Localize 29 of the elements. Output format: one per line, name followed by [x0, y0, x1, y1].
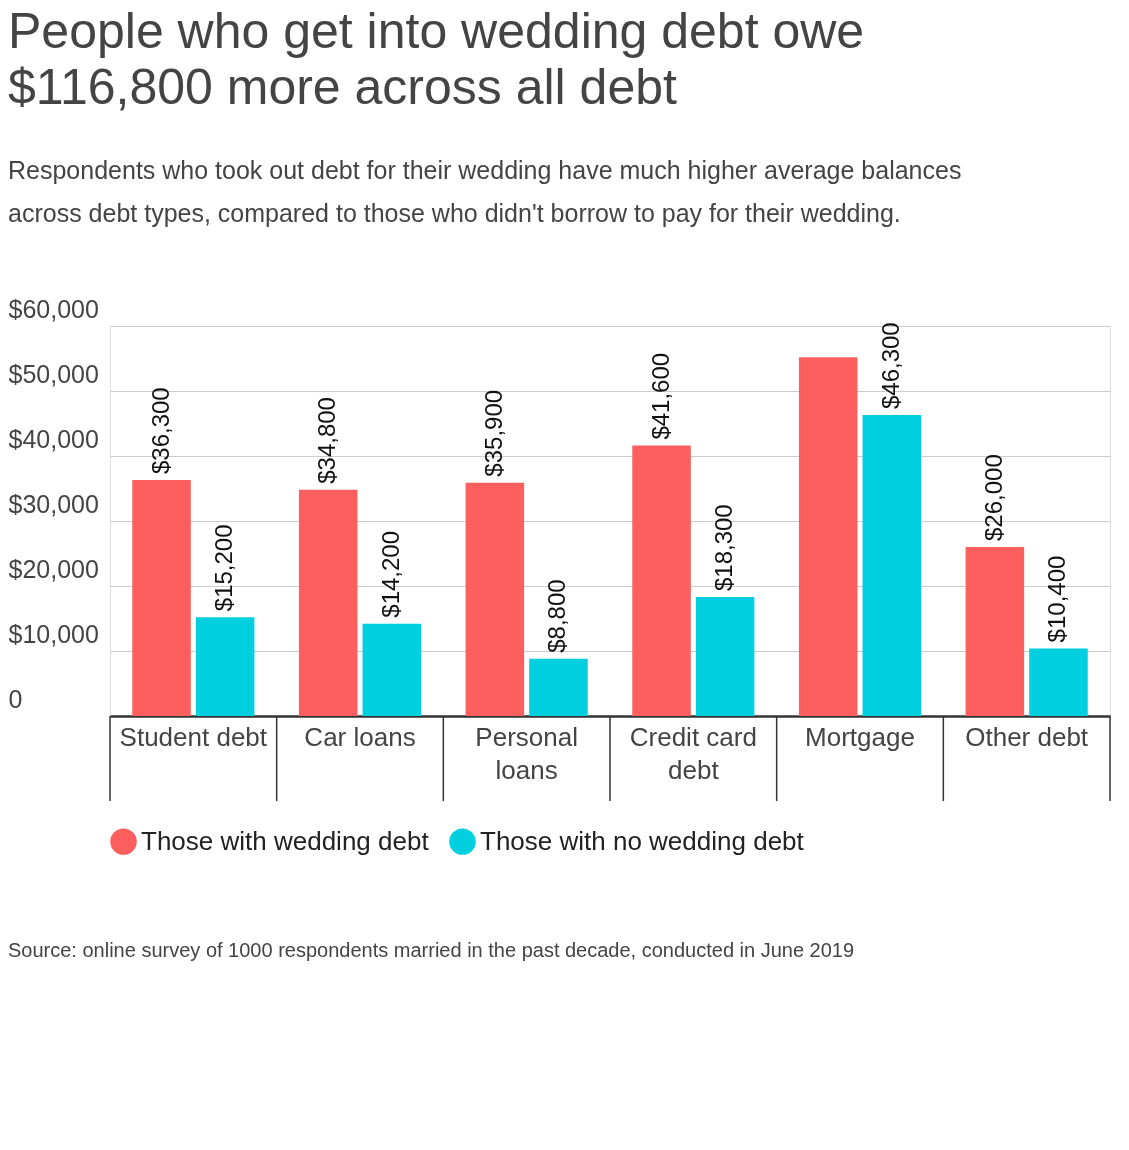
chart-title: People who get into wedding debt owe $116,800 more across all debt: [8, 3, 865, 115]
x-tick-label: Student debt: [119, 721, 268, 752]
data-label: $26,000: [979, 454, 1007, 541]
data-label: $36,300: [146, 387, 174, 475]
legend-label: Those with no wedding debt: [480, 825, 805, 856]
data-label: $41,600: [646, 352, 674, 440]
data-label: $14,200: [376, 530, 404, 618]
legend-label: Those with wedding debt: [141, 825, 430, 856]
x-tick-label: Personal loans: [475, 721, 578, 785]
y-tick-label: 0: [8, 684, 23, 713]
y-tick-label: $50,000: [8, 359, 99, 388]
data-label: $35,900: [479, 389, 507, 477]
data-label: $46,300: [876, 322, 904, 410]
data-label: $34,800: [313, 397, 341, 484]
source-note: Source: online survey of 1000 respondents married in the past decade, conducted in June 2019: [8, 939, 855, 961]
y-tick-label: $20,000: [8, 554, 99, 583]
y-tick-label: $30,000: [8, 489, 99, 518]
data-label: $18,300: [710, 504, 738, 592]
data-label: $10,400: [1043, 555, 1071, 643]
y-tick-label: $60,000: [8, 294, 99, 323]
y-tick-label: $40,000: [8, 424, 99, 453]
x-tick-label: Other debt: [965, 721, 1089, 752]
data-label: $8,800: [543, 579, 571, 653]
x-tick-label: Car loans: [304, 721, 416, 752]
x-tick-label: Mortgage: [805, 721, 915, 752]
data-label: $15,200: [210, 524, 238, 612]
chart-subtitle: Respondents who took out debt for their wedding have much higher average balances across debt types, compared to those who didn't borrow to pay for their wedding.: [8, 156, 962, 227]
x-tick-label: Credit card debt: [629, 721, 757, 785]
y-tick-label: $10,000: [8, 619, 99, 648]
